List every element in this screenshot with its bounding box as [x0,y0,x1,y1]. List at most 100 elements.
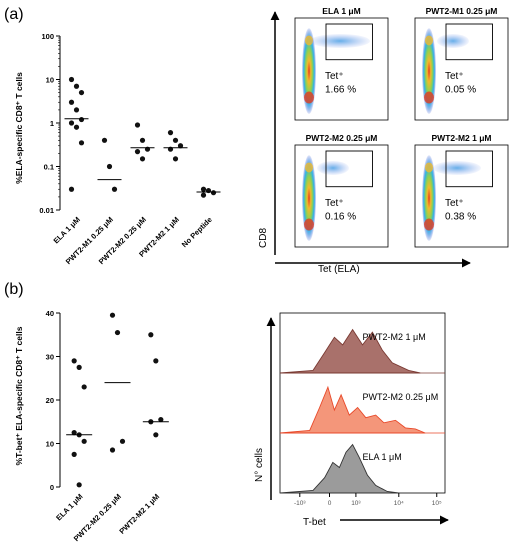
b-dot-category-label: PWT2-M2 1 μM [117,492,161,536]
b-dot-y-tick-label: 0 [50,483,54,492]
a-flow-plot-title: PWT2-M1 0.25 μM [426,6,498,16]
b-dot-ylabel: %T-bet⁺ ELA-specific CD8⁺ T cells [14,326,24,465]
b-hist-x-tick-label: -10³ [294,500,306,507]
a-flow-cell-core-low [304,91,314,104]
a-flow-cell-core-high [305,162,313,173]
b-hist-ylabel: N° cells [254,448,265,482]
chart-b-dot: %T-bet⁺ ELA-specific CD8⁺ T cells 0 10 20 3… [14,309,169,543]
b-dot-y-tick-label: 10 [46,440,54,449]
b-hist-x-tick-label: 10⁴ [394,500,404,507]
a-flow-tet-positive-events [437,34,469,48]
b-hist-series-area [279,328,421,374]
a-dot-y-tick-label: 0.01 [39,206,54,215]
b-hist-x-tick-label: 10³ [351,500,361,507]
a-flow-gate-value: 0.16 % [325,211,356,222]
b-dot-point [153,358,159,364]
b-hist-series-label: PWT2-M2 0.25 μM [363,392,439,402]
b-dot-point [119,438,126,444]
a-flow-gate-label: Tet⁺ [445,198,464,209]
b-hist-frame [279,312,446,494]
a-flow-cell-population [422,155,436,241]
a-dot-point [111,186,118,192]
a-flow-cell-core-high [425,162,433,173]
a-dot-point [200,186,207,192]
a-flow-cell-core-low [424,91,434,104]
a-flow-cell-core-low [304,218,314,231]
a-dot-ylabel: %ELA-specific CD8⁺ T cells [14,72,24,184]
b-dot-point [71,451,77,457]
a-dot-point [78,116,85,123]
a-flow-gate [325,23,373,61]
b-dot-point [76,364,82,370]
a-flow-gate-value: 0.05 % [445,84,476,95]
chart-b-hist: N° cells T-bet PWT2-M2 1 μM PWT2-M2 0.25 … [254,312,449,528]
a-dot-point [78,140,85,146]
a-dot-y-tick-label: 0.1 [44,163,54,172]
a-dot-y-tick-label: 1 [50,119,54,128]
a-flow-gate [325,150,373,188]
a-dot-point [68,76,75,83]
a-flow-gate-value: 0.38 % [445,211,476,222]
a-flow-tet-positive-events [310,34,370,48]
chart-a-dot: %ELA-specific CD8⁺ T cells 0.01 0.1 1 10 100… [14,32,221,266]
b-dot-y-tick-label: 20 [46,396,54,405]
a-flow-gate-value: 1.66 % [325,84,356,95]
a-dot-point [177,143,184,149]
a-dot-category-label: ELA 1 μM [52,215,82,245]
panel-label-b: (b) [4,281,24,298]
b-dot-y-tick-label: 30 [46,353,54,362]
b-dot-point [158,416,164,423]
a-dot-point [68,99,75,105]
b-hist-xlabel: T-bet [303,517,326,528]
a-dot-point [210,190,217,196]
b-dot-point [71,358,77,364]
b-hist-series-label: ELA 1 μM [363,452,402,462]
b-dot-point [109,447,116,453]
b-dot-point [81,438,87,444]
b-dot-point [71,430,77,436]
a-dot-point [139,156,146,162]
a-flow-plot-title: PWT2-M2 1 μM [432,133,492,143]
a-flow-cell-population [302,28,316,114]
a-flow-cell-core-high [425,35,433,46]
a-dot-point [172,137,179,143]
b-dot-point [114,329,121,336]
a-flow-plot-title: PWT2-M2 0.25 μM [306,133,378,143]
a-dot-point [68,186,75,192]
b-dot-point [148,332,154,338]
a-dot-y-tick-label: 100 [41,32,54,41]
a-flow-tet-positive-events [317,161,349,175]
a-flow-cell-population [302,155,316,241]
a-dot-point [73,83,80,89]
a-flow-cell-population [422,28,436,114]
a-flow-gate-label: Tet⁺ [325,198,344,209]
b-dot-category-label: ELA 1 μM [54,492,84,522]
a-dot-point [134,122,141,128]
a-dot-category-label: No Peptide [180,215,214,249]
b-hist-x-tick-label: 0 [328,500,332,507]
a-dot-point [139,137,146,143]
b-dot-point [76,482,82,488]
a-flow-gate [445,150,493,188]
chart-a-flow: CD8 Tet (ELA) ELA 1 μM Tet⁺ 1.66 % PWT2-M1 … [258,6,509,275]
a-dot-point [134,149,141,155]
a-flow-cell-core-low [424,218,434,231]
a-dot-point [101,137,108,143]
a-dot-point [73,124,80,130]
b-dot-point [109,312,116,318]
a-flow-gate-label: Tet⁺ [445,71,464,82]
a-flow-tet-positive-events [433,161,481,175]
a-dot-y-tick-label: 10 [46,76,54,85]
a-dot-point [167,130,174,136]
a-dot-point [200,192,207,198]
b-dot-y-tick-label: 40 [46,309,54,318]
a-dot-point [68,120,75,126]
panel-label-a: (a) [4,6,24,23]
a-flow-plot-title: ELA 1 μM [322,6,360,16]
a-dot-point [73,107,80,113]
a-flow-xlabel: Tet (ELA) [318,264,360,275]
a-flow-ylabel: CD8 [258,228,269,248]
b-hist-series-area [279,385,426,434]
a-dot-point [78,89,85,96]
